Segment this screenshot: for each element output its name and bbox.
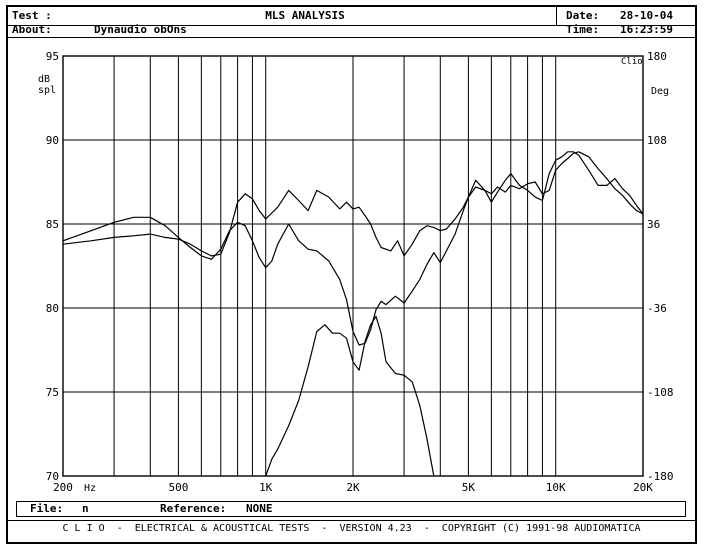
status-top-rule — [16, 501, 686, 502]
chart-tick-labels: 70 75 80 85 90 95 -180 -108 -36 36 108 180 200 500 1K 2… — [46, 50, 674, 494]
app-frame — [6, 5, 697, 544]
reference-value: NONE — [246, 502, 273, 515]
y-tick-label: 75 — [46, 386, 59, 399]
y2-tick-label: -180 — [647, 470, 674, 483]
page-title: MLS ANALYSIS — [265, 9, 345, 22]
footer-copyright: C L I O - ELECTRICAL & ACOUSTICAL TESTS … — [62, 523, 641, 534]
status-right-edge — [685, 501, 686, 516]
x-tick-label: 10K — [546, 481, 566, 494]
x-tick-label: 500 — [168, 481, 188, 494]
time-label: Time: — [566, 23, 600, 36]
y2-tick-label: -36 — [647, 302, 667, 315]
clio-tag: Clio — [621, 57, 643, 67]
about-value: Dynaudio obOns — [94, 23, 187, 36]
header-bottom-rule — [8, 37, 695, 38]
date-value: 28-10-04 — [620, 9, 673, 22]
y-tick-label: 85 — [46, 218, 59, 231]
y-tick-label: 90 — [46, 134, 59, 147]
status-bottom-rule — [16, 516, 686, 517]
plot-border — [62, 55, 644, 477]
about-label: About: — [12, 23, 52, 36]
status-left-edge — [16, 501, 17, 516]
test-label: Test : — [12, 9, 52, 22]
y2-tick-label: -108 — [647, 386, 674, 399]
mls-frequency-chart: 70 75 80 85 90 95 -180 -108 -36 36 108 180 200 500 1K 2… — [38, 50, 674, 494]
y-axis-label-top: dB — [38, 74, 50, 85]
x-tick-label: 1K — [259, 481, 273, 494]
x-tick-label: 2K — [346, 481, 360, 494]
response-curve-1 — [62, 151, 644, 257]
footer-rule — [8, 520, 695, 521]
y-tick-label: 70 — [46, 470, 59, 483]
x-axis-unit: Hz — [84, 483, 96, 494]
file-value: n — [82, 502, 89, 515]
y2-tick-label: 36 — [647, 218, 660, 231]
y2-tick-label: 108 — [647, 134, 667, 147]
reference-label: Reference: — [160, 502, 227, 515]
header-date-divider — [556, 7, 557, 26]
y-axis-label-bottom: spl — [38, 85, 56, 96]
header-divider — [8, 25, 695, 26]
x-tick-label: 5K — [462, 481, 476, 494]
chart-curves — [62, 151, 644, 477]
y-tick-label: 95 — [46, 50, 59, 63]
response-curve-3 — [265, 315, 435, 477]
x-tick-label: 20K — [633, 481, 653, 494]
response-curve-2 — [62, 151, 644, 346]
file-label: File: — [30, 502, 64, 515]
time-value: 16:23:59 — [620, 23, 673, 36]
chart-grid — [62, 55, 644, 477]
y2-tick-label: 180 — [647, 50, 667, 63]
y2-axis-label: Deg — [651, 86, 669, 97]
date-label: Date: — [566, 9, 600, 22]
x-tick-label: 200 — [53, 481, 73, 494]
y-tick-label: 80 — [46, 302, 59, 315]
